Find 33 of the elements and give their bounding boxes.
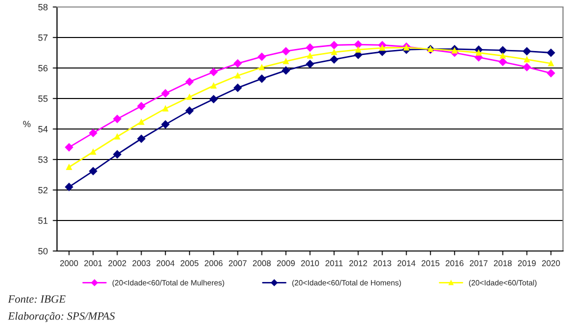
y-tick-label: 58 [38, 4, 48, 10]
y-tick-label: 54 [38, 126, 48, 132]
x-tick-label: 2018 [494, 260, 512, 266]
x-tick-label: 2001 [84, 260, 102, 266]
y-tick-label: 53 [38, 156, 48, 163]
x-tick-label: 2006 [204, 260, 223, 266]
y-tick-label: 57 [38, 34, 48, 41]
x-tick-label: 2004 [156, 260, 174, 266]
y-tick-label: 52 [38, 186, 48, 194]
x-tick-label: 2009 [277, 260, 295, 266]
y-tick-label: 51 [38, 218, 48, 224]
x-tick-label: 2002 [108, 260, 126, 266]
x-tick-label: 2015 [422, 260, 440, 266]
y-tick-label: 50 [38, 248, 48, 254]
x-tick-label: 2005 [180, 260, 198, 266]
x-tick-label: 2003 [132, 260, 150, 266]
y-axis-title: % [23, 120, 31, 128]
text: Elaboração: SPS/MPAS [8, 312, 115, 322]
x-tick-label: 2011 [326, 260, 343, 266]
x-tick-label: 2020 [542, 260, 560, 266]
x-tick-label: 2016 [446, 260, 464, 266]
x-tick-label: 2014 [398, 260, 416, 266]
x-tick-label: 2013 [373, 260, 392, 266]
y-tick-label: 55 [38, 96, 48, 102]
x-tick-label: 2017 [470, 260, 488, 266]
x-tick-label: 2008 [252, 260, 271, 266]
source-note: Fonte: IBGE [8, 295, 66, 303]
x-tick-label: 2007 [228, 260, 247, 266]
x-tick-label: 2012 [349, 260, 368, 266]
x-tick-label: 2000 [60, 260, 78, 266]
x-tick-label: 2010 [301, 260, 319, 266]
x-tick-label: 2019 [518, 260, 536, 266]
y-tick-label: 56 [38, 64, 48, 72]
